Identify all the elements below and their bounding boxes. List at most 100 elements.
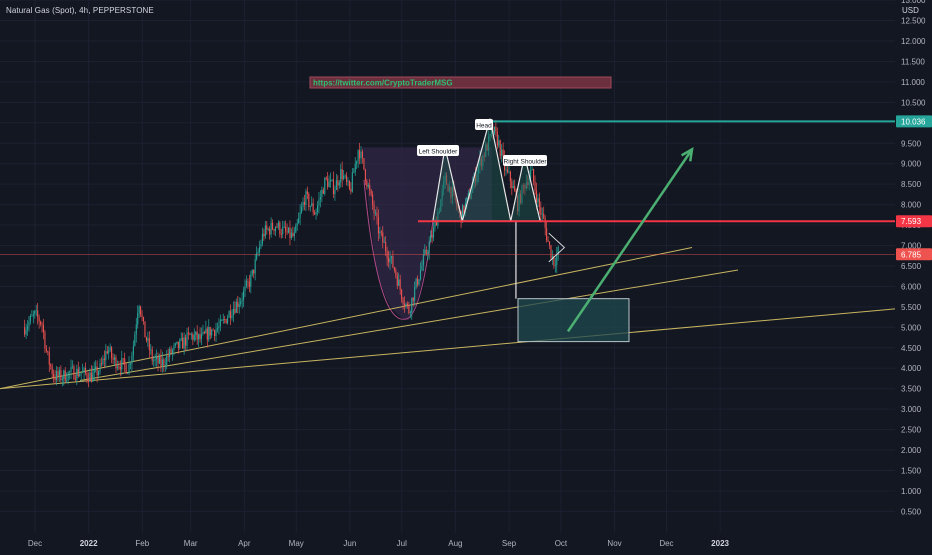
candle-body xyxy=(227,317,229,324)
candle-body xyxy=(292,232,294,237)
y-tick-label: 8.500 xyxy=(901,180,922,189)
x-tick-label: Feb xyxy=(135,539,149,548)
trendlines xyxy=(0,247,896,390)
candle-body xyxy=(109,347,111,351)
head-label-text: Head xyxy=(476,123,492,130)
candle-body xyxy=(93,368,95,374)
x-tick-label: Mar xyxy=(184,539,198,548)
candle-body xyxy=(440,199,442,212)
candle-body xyxy=(61,378,63,380)
candle-body xyxy=(212,329,214,331)
candle-body xyxy=(451,186,453,198)
candle-body xyxy=(495,126,497,132)
candle-body xyxy=(26,326,29,330)
x-tick-label: Dec xyxy=(659,539,673,548)
candle-body xyxy=(180,337,182,340)
candle-body xyxy=(377,216,379,234)
candle-body xyxy=(87,378,89,382)
candle-body xyxy=(363,158,365,170)
candle-body xyxy=(171,349,174,354)
candle-body xyxy=(119,366,121,370)
candle-body xyxy=(98,371,100,376)
candle-body xyxy=(279,222,281,234)
candle-body xyxy=(209,327,211,336)
candle-body xyxy=(54,377,56,381)
y-tick-label: 12.000 xyxy=(901,37,926,46)
candle-body xyxy=(321,189,323,198)
candle-body xyxy=(96,366,98,376)
grid xyxy=(0,0,895,533)
candle-body xyxy=(505,169,507,171)
candle-body xyxy=(282,227,284,234)
candle-body xyxy=(493,126,495,135)
candle-body xyxy=(530,170,532,178)
candle-body xyxy=(174,343,176,346)
candle-body xyxy=(447,184,449,192)
candle-body xyxy=(402,299,404,305)
candle-body xyxy=(25,329,27,335)
candle-body xyxy=(370,190,372,195)
candle-body xyxy=(496,131,498,146)
candle-body xyxy=(521,185,523,203)
y-tick-label: 5.000 xyxy=(901,323,922,332)
candle-body xyxy=(280,233,282,235)
candle-body xyxy=(334,189,336,195)
candle-body xyxy=(125,364,127,374)
candle-body xyxy=(142,317,145,322)
candle-body xyxy=(229,311,232,319)
candle-body xyxy=(534,181,536,191)
candle-body xyxy=(488,136,490,151)
candle-body xyxy=(240,301,242,305)
candle-body xyxy=(196,331,198,340)
candle-body xyxy=(134,334,136,346)
candle-body xyxy=(409,312,411,314)
candle-body xyxy=(147,338,149,341)
candle-body xyxy=(347,180,349,182)
candle-body xyxy=(234,308,236,313)
candle-body xyxy=(55,371,58,381)
candle-body xyxy=(486,144,488,151)
candle-body xyxy=(170,348,172,354)
candle-body xyxy=(216,328,219,330)
candle-body xyxy=(506,169,509,172)
candle-body xyxy=(435,220,437,226)
candle-body xyxy=(303,201,306,205)
candle-body xyxy=(200,333,203,340)
target-price-tag-bg xyxy=(896,115,932,128)
head-label: Head xyxy=(475,119,493,130)
candle-body xyxy=(44,332,46,349)
candle-body xyxy=(148,338,150,350)
cup-outline xyxy=(363,180,434,320)
candle-body xyxy=(238,304,240,308)
y-tick-label: 12.500 xyxy=(901,17,926,26)
candle-body xyxy=(267,228,269,230)
candle-body xyxy=(182,337,184,349)
candle-body xyxy=(315,212,317,215)
left-shoulder-label-bg xyxy=(417,145,459,156)
current-price-tag-text: 6.785 xyxy=(901,250,922,259)
candle-body xyxy=(518,193,520,212)
candle-body xyxy=(344,175,346,177)
candle-body xyxy=(251,269,253,275)
candle-body xyxy=(540,207,542,215)
candle-body xyxy=(553,255,555,266)
candle-body xyxy=(338,182,340,186)
candle-body xyxy=(499,140,501,156)
candle-body xyxy=(37,310,39,318)
candle-body xyxy=(467,193,469,198)
candle-body xyxy=(28,321,30,327)
candle-body xyxy=(145,337,147,341)
target-price-tag: 10.036 xyxy=(896,115,932,128)
candle-body xyxy=(83,367,85,372)
candle-body xyxy=(248,281,250,287)
candle-body xyxy=(84,367,87,374)
x-tick-label: Jul xyxy=(397,539,407,548)
candle-body xyxy=(290,232,292,238)
candle-body xyxy=(67,371,69,381)
candle-body xyxy=(490,130,493,135)
candle-body xyxy=(318,199,320,206)
candle-body xyxy=(58,370,60,377)
candle-body xyxy=(421,265,423,271)
